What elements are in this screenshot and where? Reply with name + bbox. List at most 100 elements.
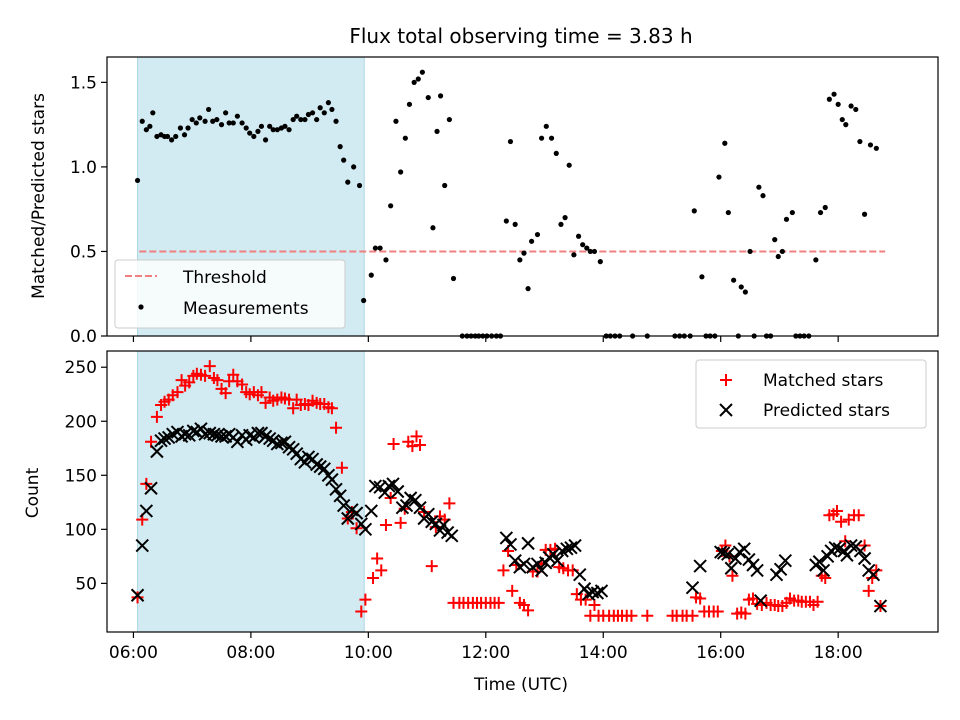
measurement-point xyxy=(538,135,545,141)
measurement-point xyxy=(398,169,404,175)
matched-star-point xyxy=(811,595,824,608)
measurement-point xyxy=(760,193,766,199)
predicted-star-point xyxy=(214,429,229,444)
matched-star-point xyxy=(726,569,739,582)
measurement-point xyxy=(402,135,408,141)
measurement-point xyxy=(150,110,156,116)
measurement-point xyxy=(817,209,824,216)
predicted-star-point xyxy=(329,482,343,497)
matched-star-point xyxy=(852,509,865,522)
measurement-point xyxy=(867,142,874,148)
measurement-point xyxy=(329,106,335,113)
matched-star-point xyxy=(255,386,268,399)
measurement-point xyxy=(302,116,308,123)
predicted-star-point xyxy=(546,547,561,561)
predicted-star-point xyxy=(724,561,738,575)
predicted-star-point xyxy=(508,553,522,568)
measurement-point xyxy=(294,113,300,119)
predicted-star-point xyxy=(828,540,842,555)
measurement-point xyxy=(341,157,347,163)
predicted-star-point xyxy=(251,426,265,440)
measurement-point xyxy=(529,238,535,244)
bottom-x-tick-label: 06:00 xyxy=(109,643,158,663)
measurement-point xyxy=(333,118,339,124)
measurement-point xyxy=(843,122,849,128)
measurement-point xyxy=(789,209,795,216)
measurement-point xyxy=(210,118,216,124)
matched-star-point xyxy=(588,598,601,611)
measurement-point xyxy=(747,248,753,255)
measurement-point xyxy=(835,101,841,107)
matched-star-point xyxy=(506,584,519,597)
measurement-point xyxy=(691,208,697,214)
predicted-star-point xyxy=(144,481,158,495)
measurement-point xyxy=(419,69,425,75)
matched-star-point xyxy=(425,560,438,573)
predicted-star-point xyxy=(560,542,574,556)
predicted-star-point xyxy=(408,493,423,507)
measurement-point xyxy=(756,184,762,190)
predicted-star-point xyxy=(243,428,257,443)
predicted-star-point xyxy=(274,436,289,450)
predicted-star-point xyxy=(816,563,831,578)
measurement-point xyxy=(368,272,374,278)
measurement-point xyxy=(525,286,531,292)
matched-star-point xyxy=(236,378,249,391)
predicted-star-point xyxy=(590,586,605,600)
matched-star-point xyxy=(219,387,232,400)
matched-star-point xyxy=(379,519,392,532)
bottom-panel: 50 100 150 200 250 06:00 08:00 10:00 12:00 14:00… xyxy=(23,350,939,695)
predicted-star-point xyxy=(364,504,378,518)
measurement-point xyxy=(258,123,265,129)
measurement-point xyxy=(234,113,240,119)
measurement-point xyxy=(566,162,572,168)
measurement-point xyxy=(553,150,559,156)
matched-star-point xyxy=(203,360,216,373)
predicted-star-point xyxy=(844,538,858,553)
measurement-point xyxy=(173,133,179,140)
bottom-x-ticks: 06:00 08:00 10:00 12:00 14:00 16:00 18:00 xyxy=(109,632,863,663)
measurement-point xyxy=(388,203,394,209)
matched-star-point xyxy=(367,571,380,584)
measurement-point xyxy=(584,245,590,251)
measurement-point xyxy=(548,135,555,141)
measurement-point xyxy=(775,253,781,260)
measurement-point xyxy=(189,116,195,123)
bottom-y-tick-label: 200 xyxy=(65,412,97,432)
matched-legend-swatch xyxy=(720,374,732,386)
measurement-point xyxy=(372,245,378,251)
measurement-point xyxy=(772,237,778,243)
predicted-star-point xyxy=(333,489,347,503)
predicted-star-point xyxy=(503,537,518,552)
measurement-point xyxy=(226,120,232,126)
predicted-star-point xyxy=(390,484,405,499)
predicted-star-point xyxy=(150,444,164,459)
matched-star-point xyxy=(497,564,510,577)
matched-star-point xyxy=(211,374,224,387)
measurement-point xyxy=(587,248,593,255)
measurement-point xyxy=(286,127,292,133)
measurement-point xyxy=(699,274,705,280)
measurement-point xyxy=(831,91,837,97)
measurement-point xyxy=(337,144,343,150)
matched-star-point xyxy=(150,410,163,423)
measurement-point xyxy=(298,116,304,123)
top-y-axis-label: Matched/Predicted stars xyxy=(29,93,49,299)
measurement-point xyxy=(361,297,367,304)
predicted-star-point xyxy=(594,584,609,598)
top-axes-frame xyxy=(106,56,939,337)
predicted-star-point xyxy=(157,431,172,446)
matched-star-point xyxy=(410,430,423,443)
measurement-point xyxy=(521,250,527,256)
measurement-point xyxy=(873,145,879,151)
predicted-star-point xyxy=(716,546,731,560)
measurement-point xyxy=(779,248,785,255)
measurement-point xyxy=(181,132,188,138)
measurement-point xyxy=(218,122,225,128)
measurement-point xyxy=(282,123,288,129)
measurement-point xyxy=(442,182,448,189)
top-y-tick-label: 0.0 xyxy=(70,327,97,347)
predicted-star-point xyxy=(550,553,565,568)
measurement-point xyxy=(309,110,316,116)
measurement-point xyxy=(134,177,141,184)
